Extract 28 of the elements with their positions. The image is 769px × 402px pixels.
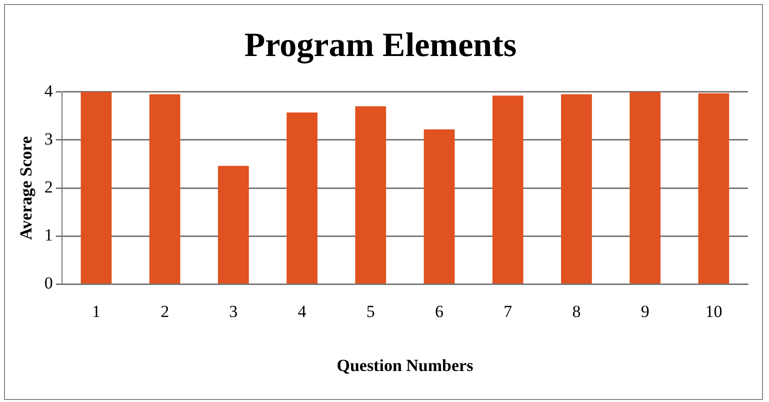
y-tick-label: 3 bbox=[44, 129, 53, 148]
bar bbox=[218, 166, 249, 284]
y-tick-label: 1 bbox=[44, 226, 53, 245]
x-tick-label: 1 bbox=[92, 302, 100, 321]
bar bbox=[286, 112, 318, 284]
x-tick-label: 8 bbox=[572, 302, 581, 321]
y-tick-label: 4 bbox=[44, 81, 54, 100]
bar bbox=[424, 129, 455, 284]
bar bbox=[630, 92, 661, 284]
y-tick-label: 0 bbox=[44, 274, 53, 293]
bar bbox=[492, 96, 524, 284]
bar bbox=[80, 92, 112, 284]
x-tick-label: 6 bbox=[435, 302, 444, 321]
chart-title: Program Elements bbox=[244, 27, 517, 64]
y-axis-title: Average Score bbox=[16, 136, 36, 240]
x-tick-label: 7 bbox=[504, 302, 513, 321]
x-tick-label: 9 bbox=[640, 302, 650, 321]
bar bbox=[149, 94, 180, 284]
x-tick-label: 3 bbox=[229, 302, 238, 321]
bar bbox=[355, 106, 386, 284]
bar bbox=[561, 94, 592, 284]
x-tick-label: 4 bbox=[298, 302, 307, 321]
x-tick-label: 5 bbox=[366, 302, 375, 321]
bar bbox=[698, 93, 730, 284]
x-tick-label: 2 bbox=[160, 302, 170, 321]
x-axis-title: Question Numbers bbox=[336, 356, 474, 376]
y-tick-label: 2 bbox=[44, 177, 53, 196]
x-tick-label: 10 bbox=[705, 302, 722, 321]
